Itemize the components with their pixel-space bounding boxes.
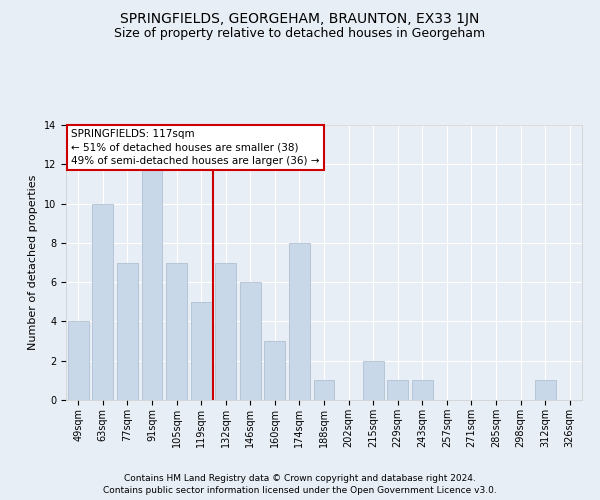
Y-axis label: Number of detached properties: Number of detached properties	[28, 175, 38, 350]
Bar	[92, 204, 113, 400]
Bar	[412, 380, 433, 400]
Bar	[289, 243, 310, 400]
Bar	[68, 322, 89, 400]
Bar	[215, 262, 236, 400]
Bar	[142, 164, 163, 400]
Bar	[387, 380, 408, 400]
Text: Contains HM Land Registry data © Crown copyright and database right 2024.: Contains HM Land Registry data © Crown c…	[124, 474, 476, 483]
Bar	[117, 262, 138, 400]
Bar	[314, 380, 334, 400]
Bar	[265, 341, 286, 400]
Text: SPRINGFIELDS, GEORGEHAM, BRAUNTON, EX33 1JN: SPRINGFIELDS, GEORGEHAM, BRAUNTON, EX33 …	[121, 12, 479, 26]
Bar	[362, 360, 383, 400]
Bar	[166, 262, 187, 400]
Text: Size of property relative to detached houses in Georgeham: Size of property relative to detached ho…	[115, 28, 485, 40]
Bar	[535, 380, 556, 400]
Bar	[191, 302, 212, 400]
Text: Contains public sector information licensed under the Open Government Licence v3: Contains public sector information licen…	[103, 486, 497, 495]
Text: SPRINGFIELDS: 117sqm
← 51% of detached houses are smaller (38)
49% of semi-detac: SPRINGFIELDS: 117sqm ← 51% of detached h…	[71, 129, 320, 166]
Bar	[240, 282, 261, 400]
